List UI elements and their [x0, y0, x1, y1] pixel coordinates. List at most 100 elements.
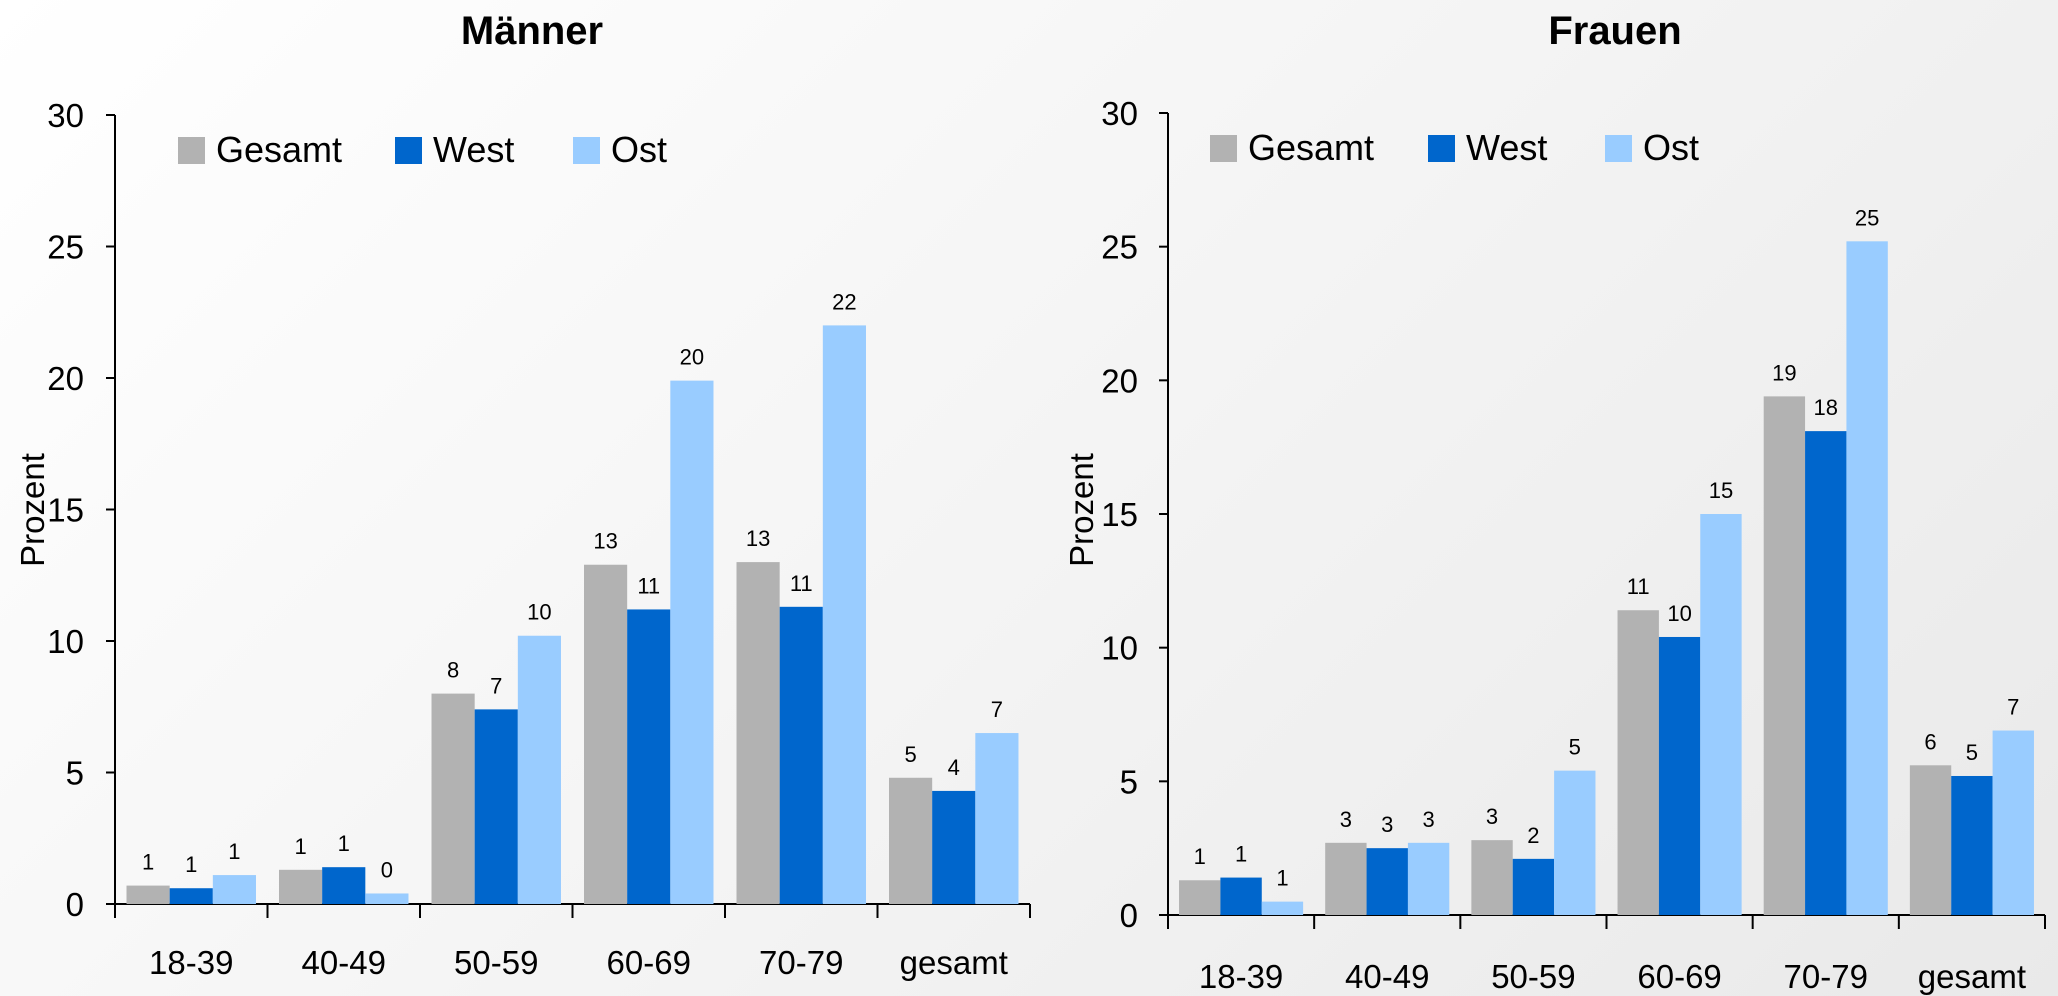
data-label: 1	[1276, 866, 1288, 891]
y-tick-label: 0	[66, 886, 84, 923]
y-axis-label: Prozent	[1063, 453, 1100, 567]
bar-west	[474, 709, 518, 904]
data-label: 3	[1422, 807, 1434, 832]
y-tick-label: 10	[47, 623, 84, 660]
chart-title: Frauen	[1548, 9, 1681, 53]
bar-west	[1658, 636, 1701, 915]
legend-swatch	[1605, 135, 1632, 162]
y-tick-label: 10	[1101, 630, 1138, 667]
bar-gesamt	[126, 885, 170, 904]
bar-west	[322, 867, 366, 904]
bar-ost	[670, 380, 714, 904]
legend-label: West	[433, 129, 514, 170]
data-label: 25	[1855, 205, 1879, 230]
data-label: 1	[228, 839, 240, 864]
data-label: 7	[490, 673, 502, 698]
bar-ost	[1407, 842, 1450, 915]
data-label: 0	[381, 857, 393, 882]
y-tick-label: 20	[1101, 362, 1138, 399]
y-axis-label: Prozent	[14, 453, 51, 567]
bar-ost	[1554, 770, 1596, 915]
x-tick-label: 50-59	[1491, 958, 1575, 995]
y-tick-label: 0	[1120, 897, 1138, 934]
legend-swatch	[1210, 135, 1237, 162]
bar-ost	[975, 733, 1019, 904]
bar-west	[779, 606, 823, 904]
x-tick-label: gesamt	[1918, 958, 2026, 995]
data-label: 11	[637, 573, 660, 598]
bar-ost	[1700, 514, 1742, 915]
y-tick-label: 15	[47, 492, 84, 529]
legend-label: Ost	[1643, 127, 1699, 168]
legend-swatch	[178, 137, 205, 164]
data-label: 11	[1627, 574, 1650, 599]
x-tick-label: 70-79	[1784, 958, 1868, 995]
bar-ost	[365, 893, 409, 904]
bar-gesamt	[584, 564, 628, 904]
y-tick-label: 30	[47, 97, 84, 134]
data-label: 3	[1340, 807, 1352, 832]
data-label: 1	[185, 852, 197, 877]
x-tick-label: 50-59	[454, 944, 538, 981]
bar-gesamt	[279, 869, 323, 904]
data-label: 19	[1772, 360, 1796, 385]
bar-ost	[517, 635, 561, 904]
bar-ost	[822, 325, 866, 904]
y-tick-label: 25	[1101, 229, 1138, 266]
data-label: 10	[527, 600, 551, 625]
data-label: 7	[991, 697, 1003, 722]
bar-gesamt	[1909, 765, 1952, 915]
bar-ost	[1846, 241, 1888, 915]
bar-gesamt	[736, 562, 780, 904]
bar-gesamt	[1763, 396, 1806, 916]
y-tick-label: 5	[66, 755, 84, 792]
data-label: 5	[1966, 740, 1978, 765]
bar-ost	[1261, 901, 1304, 915]
bar-gesamt	[889, 777, 933, 904]
y-tick-label: 5	[1120, 763, 1138, 800]
bar-west	[169, 888, 213, 904]
bar-gesamt	[1471, 840, 1513, 915]
data-label: 5	[1569, 735, 1581, 760]
data-label: 3	[1486, 804, 1498, 829]
x-tick-label: 60-69	[1637, 958, 1721, 995]
bar-gesamt	[1325, 842, 1367, 915]
data-label: 15	[1709, 478, 1733, 503]
y-tick-label: 25	[47, 229, 84, 266]
legend: Gesamt West Ost	[178, 129, 667, 170]
data-label: 1	[338, 831, 350, 856]
data-label: 3	[1381, 812, 1393, 837]
data-label: 2	[1527, 823, 1539, 848]
bar-west	[1951, 775, 1993, 915]
y-tick-label: 15	[1101, 496, 1138, 533]
data-label: 4	[948, 755, 960, 780]
data-label: 8	[447, 658, 459, 683]
x-tick-label: 40-49	[1345, 958, 1429, 995]
bar-west	[932, 790, 976, 904]
data-label: 20	[680, 345, 704, 370]
data-label: 1	[1194, 844, 1206, 869]
legend-label: Ost	[611, 129, 667, 170]
bar-ost	[1992, 730, 2034, 915]
bar-gesamt	[1179, 880, 1221, 915]
x-tick-label: 60-69	[607, 944, 691, 981]
x-tick-label: 70-79	[759, 944, 843, 981]
data-label: 1	[294, 834, 306, 859]
data-label: 5	[904, 742, 916, 767]
data-label: 7	[2007, 695, 2019, 720]
y-tick-label: 20	[47, 360, 84, 397]
legend: Gesamt West Ost	[1210, 127, 1699, 168]
data-label: 10	[1667, 601, 1691, 626]
bar-gesamt	[1617, 610, 1659, 915]
data-label: 1	[142, 850, 154, 875]
bar-west	[627, 609, 671, 904]
data-label: 1	[1235, 842, 1247, 867]
y-tick-label: 30	[1101, 95, 1138, 132]
x-tick-label: gesamt	[900, 944, 1008, 981]
bar-west	[1366, 848, 1408, 915]
chart-title: Männer	[461, 9, 603, 53]
legend-swatch	[395, 137, 422, 164]
